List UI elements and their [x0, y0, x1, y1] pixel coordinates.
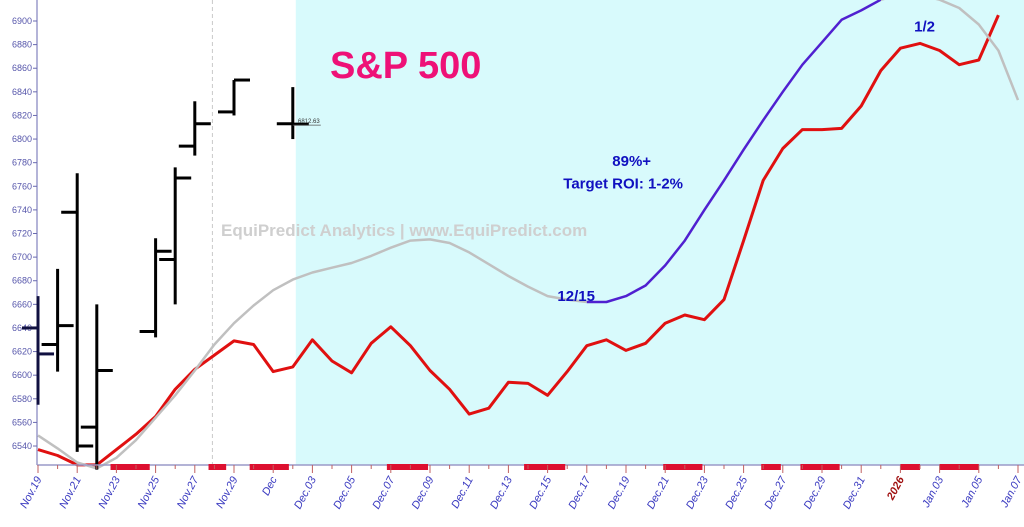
annotation-date-1215: 12/15 — [557, 288, 595, 305]
cycle-highlight-bar — [110, 464, 150, 470]
y-tick-label: 6680 — [12, 276, 32, 286]
y-tick-label: 6900 — [12, 16, 32, 26]
x-tick-label: Dec.05 — [331, 474, 358, 511]
y-tick-label: 6880 — [12, 40, 32, 50]
x-tick-label: Nov.23 — [96, 474, 123, 510]
annotation-target-roi: Target ROI: 1-2% — [563, 176, 683, 193]
series-cycle-blue — [586, 0, 882, 304]
x-tick-label: Dec.29 — [802, 475, 829, 511]
y-tick-label: 6560 — [12, 417, 32, 427]
y-tick-label: 6760 — [12, 181, 32, 191]
x-tick-label: Jan.03 — [920, 474, 947, 510]
y-tick-label: 6860 — [12, 63, 32, 73]
annotation-date-12: 1/2 — [914, 19, 935, 36]
cycle-highlight-bar — [761, 464, 781, 470]
x-tick-label: 2026 — [884, 474, 907, 503]
x-tick-label: Dec.11 — [449, 475, 476, 511]
y-tick-label: 6660 — [12, 299, 32, 309]
x-tick-label: Jan.07 — [998, 474, 1024, 510]
watermark: EquiPredict Analytics | www.EquiPredict.… — [221, 221, 587, 240]
x-tick-label: Nov.27 — [175, 474, 202, 510]
series-lines — [37, 0, 1020, 470]
y-axis: 6540 6560 6580 6600 6620 6640 6660 6680 6700 6720… — [12, 0, 38, 465]
x-tick-label: Dec.27 — [762, 474, 789, 511]
ohlc-bar — [61, 173, 94, 452]
y-tick-label: 6620 — [12, 347, 32, 357]
x-tick-label: Nov.21 — [57, 475, 84, 511]
cycle-highlight-bar — [800, 464, 840, 470]
last-price-label: 6812.63 — [298, 119, 320, 125]
x-tick-label: Dec.09 — [410, 475, 437, 511]
y-tick-label: 6820 — [12, 110, 32, 120]
y-tick-label: 6800 — [12, 134, 32, 144]
x-tick-label: Jan.05 — [959, 474, 986, 510]
ohlc-bar — [159, 167, 192, 305]
series-cycle-grey-1 — [37, 238, 587, 470]
series-cycle-grey-2 — [880, 0, 1020, 101]
y-tick-label: 6720 — [12, 229, 32, 239]
ohlc-bar — [22, 296, 54, 405]
x-tick-label: Nov.25 — [136, 474, 163, 510]
ohlc-bar — [218, 78, 250, 116]
y-tick-label: 6600 — [12, 370, 32, 380]
x-tick-label: Dec.23 — [684, 474, 711, 511]
y-tick-label: 6700 — [12, 252, 32, 262]
x-tick-label: Dec.19 — [606, 475, 633, 511]
ohlc-bars — [22, 78, 321, 470]
ohlc-bar — [276, 87, 309, 140]
cycle-highlight-bar — [663, 464, 703, 470]
y-tick-label: 6780 — [12, 158, 32, 168]
ohlc-bar — [178, 101, 211, 156]
y-tick-label: 6840 — [12, 87, 32, 97]
x-tick-label: Dec.03 — [292, 474, 319, 511]
x-tick-label: Dec.17 — [566, 474, 593, 511]
y-tick-label: 6580 — [12, 394, 32, 404]
ohlc-bar — [41, 268, 74, 372]
cycle-highlight-bar — [900, 464, 920, 470]
cycle-highlight-bar — [386, 464, 429, 470]
x-tick-label: Dec.25 — [723, 474, 750, 511]
x-tick-label: Dec.15 — [527, 474, 554, 511]
annotation-probability: 89%+ — [612, 153, 651, 170]
forecast-zone-background — [295, 0, 1024, 465]
y-tick-label: 6640 — [12, 323, 32, 333]
cycle-highlight-bar — [208, 464, 227, 470]
y-tick-label: 6740 — [12, 205, 32, 215]
x-tick-label: Dec.21 — [645, 475, 672, 511]
x-tick-label: Dec.13 — [488, 474, 515, 511]
y-tick-label: 6540 — [12, 441, 32, 451]
cycle-highlight-bar — [524, 464, 566, 470]
cycle-highlight-bar — [249, 464, 289, 470]
annotations: 89%+ Target ROI: 1-2% 12/15 1/2 — [557, 19, 935, 305]
ohlc-bar — [80, 304, 113, 470]
x-tick-label: Dec.07 — [370, 474, 397, 511]
ohlc-bar — [139, 238, 172, 338]
x-tick-label: Dec — [260, 474, 280, 497]
x-axis: Nov.19 Nov.21 Nov.23 Nov.25 Nov.27 Nov.29 Dec D… — [18, 464, 1024, 511]
x-tick-label: Dec.31 — [841, 475, 868, 511]
x-tick-label: Nov.19 — [18, 475, 45, 511]
x-tick-label: Nov.29 — [214, 475, 241, 511]
chart-title: S&P 500 — [330, 45, 481, 87]
